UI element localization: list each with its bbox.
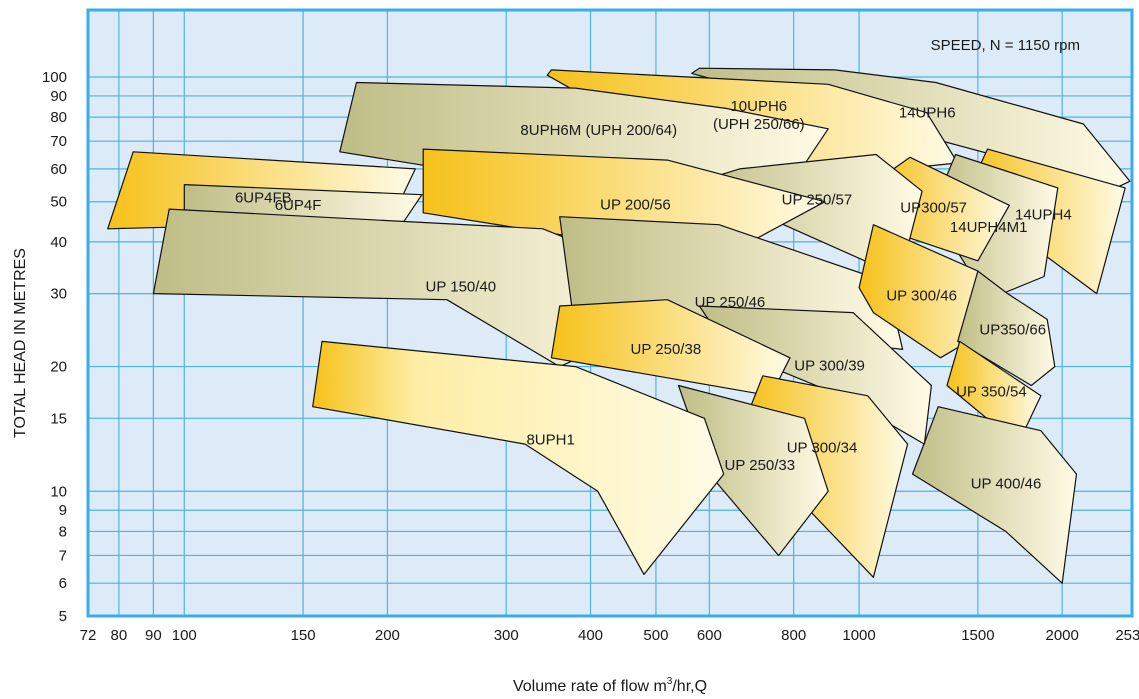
- x-tick-label: 1500: [961, 627, 994, 644]
- y-tick-label: 100: [42, 69, 67, 86]
- y-tick-label: 10: [50, 483, 67, 500]
- y-tick-label: 5: [59, 608, 67, 625]
- y-tick-label: 40: [50, 234, 67, 251]
- y-tick-label: 20: [50, 359, 67, 376]
- pump-label: 8UPH1: [526, 432, 574, 449]
- pump-label: UP 400/46: [971, 475, 1042, 492]
- y-tick-label: 80: [50, 109, 67, 126]
- y-tick-label: 30: [50, 286, 67, 303]
- y-tick-label: 15: [50, 410, 67, 427]
- x-axis-title: Volume rate of flow m3/hr,Q: [513, 676, 707, 695]
- x-tick-label: 90: [145, 627, 162, 644]
- x-tick-label: 2538: [1115, 627, 1139, 644]
- pump-label: UP 150/40: [426, 278, 497, 295]
- pump-label: UP 300/34: [787, 440, 858, 457]
- pump-label: UP 250/33: [725, 457, 796, 474]
- pump-labels: 14UPH6 10UPH6 (UPH 250/66) 8UPH6M (UPH 200/…: [235, 98, 1072, 492]
- pump-label: UP 200/56: [600, 196, 671, 213]
- x-tick-label: 72: [80, 627, 97, 644]
- y-tick-label: 6: [59, 575, 67, 592]
- y-tick-label: 9: [59, 502, 67, 519]
- y-axis-title: TOTAL HEAD IN METRES: [12, 248, 29, 438]
- y-tick-label: 60: [50, 161, 67, 178]
- pump-label: UP300/57: [900, 200, 967, 217]
- pump-region: [957, 270, 1056, 387]
- x-tick-label: 1000: [842, 627, 875, 644]
- pump-region: [312, 340, 725, 576]
- y-tick-label: 70: [50, 133, 67, 150]
- y-axis-ticks: 5 6 7 8 9 10 15 20 30 40 50 60 70 80 90 100: [42, 69, 67, 625]
- x-axis-ticks: 72 80 90 100 150 200 300 400 500 600 800 1000 1500 20…: [80, 627, 1139, 644]
- x-tick-label: 400: [578, 627, 603, 644]
- x-axis-title-tail: /hr,Q: [672, 678, 707, 695]
- pump-label: UP 250/57: [782, 191, 853, 208]
- y-tick-label: 90: [50, 88, 67, 105]
- x-tick-label: 300: [494, 627, 519, 644]
- y-tick-label: 50: [50, 194, 67, 211]
- pump-label: 14UPH6: [899, 104, 956, 121]
- pump-label: 6UP4F: [275, 197, 322, 214]
- x-tick-label: 80: [111, 627, 128, 644]
- y-tick-label: 8: [59, 523, 67, 540]
- plot-border: [86, 8, 1134, 618]
- pump-label: 10UPH6 (UPH 250/66): [713, 98, 805, 133]
- pump-label: UP 350/54: [956, 384, 1027, 401]
- pump-label: UP350/66: [979, 322, 1046, 339]
- x-axis-title-main: Volume rate of flow m: [513, 678, 667, 695]
- x-tick-label: 800: [781, 627, 806, 644]
- x-tick-label: 150: [291, 627, 316, 644]
- pump-label: 14UPH4M1: [950, 219, 1028, 236]
- pump-label: 6UP4FB: [235, 189, 292, 206]
- x-tick-label: 200: [375, 627, 400, 644]
- pump-regions: [107, 67, 1131, 584]
- pump-label: 8UPH6M (UPH 200/64): [520, 122, 677, 139]
- pump-label: UP 250/46: [695, 294, 766, 311]
- x-tick-label: 2000: [1045, 627, 1078, 644]
- x-tick-label: 600: [697, 627, 722, 644]
- pump-region: [911, 406, 1078, 584]
- x-axis-title-sup: 3: [667, 676, 673, 687]
- pump-label: UP 250/38: [631, 341, 702, 358]
- x-tick-label: 500: [643, 627, 668, 644]
- speed-annotation: SPEED, N = 1150 rpm: [931, 37, 1080, 54]
- pump-label: UP 300/46: [886, 288, 957, 305]
- x-tick-label: 100: [172, 627, 197, 644]
- pump-label: 14UPH4: [1015, 207, 1072, 224]
- pump-label: UP 300/39: [794, 358, 865, 375]
- y-tick-label: 7: [59, 547, 67, 564]
